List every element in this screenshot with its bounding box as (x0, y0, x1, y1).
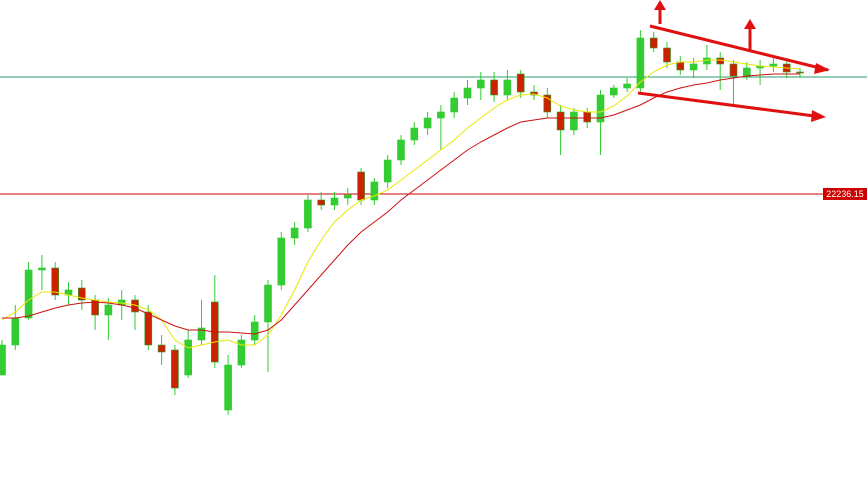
price-label: 22236.15 (826, 189, 864, 199)
candle-body (171, 349, 179, 389)
candle-body (689, 63, 698, 71)
arrow-head (811, 110, 826, 122)
candle-body (503, 79, 512, 96)
candle-body (556, 111, 565, 131)
candle-body (583, 111, 592, 123)
candle-body (277, 237, 286, 286)
candle-body (290, 227, 299, 239)
candle-body (104, 304, 113, 316)
candle-body (357, 171, 365, 201)
candle-body (636, 37, 645, 89)
candle-body (490, 79, 498, 96)
moving-average-line (1, 59, 801, 349)
candle-body (317, 199, 326, 206)
arrow-head (744, 19, 756, 29)
candle-body (144, 311, 153, 346)
candle-body (330, 197, 339, 206)
candle-body (157, 344, 166, 353)
candle-body (716, 57, 725, 65)
candle-body (397, 139, 405, 161)
candle-body (729, 63, 738, 77)
candle-body (543, 94, 552, 113)
price-label-box (823, 187, 867, 200)
candle-body (410, 127, 419, 141)
candle-body (304, 199, 312, 229)
candle-body (450, 97, 459, 113)
candle-body (250, 321, 259, 341)
candle-body (51, 267, 60, 296)
candle-body (24, 269, 33, 319)
candle-body (516, 73, 525, 93)
candle-body (423, 117, 432, 129)
trend-line-upper (649, 24, 829, 72)
candle-body (237, 339, 246, 366)
candle-body (11, 317, 20, 346)
candle-body (476, 79, 485, 89)
candle-body (78, 287, 86, 301)
candle-body (769, 63, 778, 67)
candle-body (623, 83, 631, 89)
candle-body (383, 159, 392, 183)
candle-body (463, 87, 472, 99)
candle-body (609, 87, 618, 96)
plot-area: 22236.15 (0, 30, 867, 415)
arrow-head (814, 63, 830, 74)
candle-body (437, 111, 445, 119)
candle-body (742, 67, 751, 77)
candle-body (796, 71, 804, 74)
candle-body (264, 284, 272, 323)
candle-body (370, 181, 379, 201)
candle-body (676, 61, 685, 71)
moving-average-line (2, 73, 800, 335)
candle-body (703, 57, 711, 65)
arrow-head (654, 0, 666, 10)
candle-body (0, 344, 6, 376)
candle-body (343, 194, 352, 199)
candle-body (663, 47, 671, 63)
candle-body (224, 364, 232, 411)
candle-body (649, 37, 658, 49)
candle-body (197, 327, 206, 341)
candle-body (38, 267, 46, 271)
candle-body (596, 94, 605, 123)
annotations (637, 0, 830, 122)
candle-body (184, 339, 192, 376)
candle-body (570, 111, 578, 131)
trend-line-lower (637, 91, 823, 119)
